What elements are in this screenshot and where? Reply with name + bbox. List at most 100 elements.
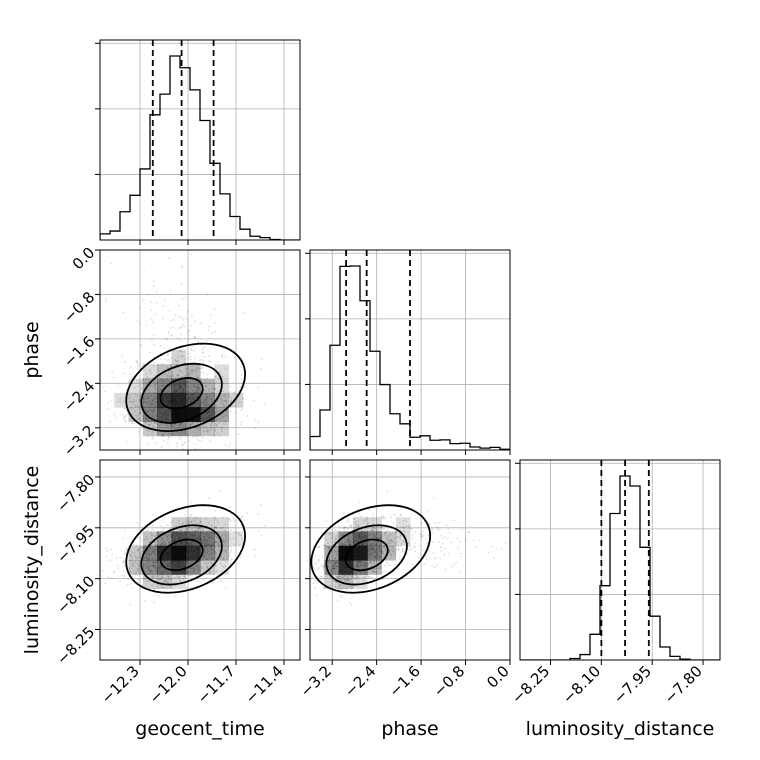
- sample-point: [383, 533, 386, 536]
- x-tick-label: −11.4: [242, 662, 287, 707]
- sample-point: [153, 385, 156, 388]
- sample-point: [319, 578, 322, 581]
- sample-point: [191, 561, 194, 564]
- sample-point: [181, 355, 184, 358]
- sample-point: [152, 436, 155, 439]
- sample-point: [382, 552, 385, 555]
- sample-point: [209, 546, 212, 549]
- sample-point: [148, 423, 151, 426]
- sample-point: [216, 526, 218, 529]
- sample-point: [215, 551, 217, 554]
- sample-point: [336, 566, 339, 569]
- sample-point: [92, 407, 94, 409]
- sample-point: [193, 385, 196, 388]
- sample-point: [189, 324, 192, 327]
- sample-point: [374, 543, 377, 546]
- sample-point: [152, 402, 155, 405]
- sample-point: [349, 535, 352, 538]
- sample-point: [321, 577, 324, 580]
- sample-point: [341, 577, 344, 579]
- sample-point: [348, 542, 351, 545]
- sample-point: [188, 562, 190, 565]
- sample-point: [155, 576, 158, 578]
- sample-point: [161, 435, 164, 438]
- sample-point: [325, 538, 328, 541]
- panel-frame: [99, 39, 301, 241]
- sample-point: [187, 329, 190, 332]
- sample-point: [327, 545, 330, 548]
- sample-point: [148, 405, 151, 408]
- sample-point: [111, 553, 114, 555]
- sample-point: [154, 381, 156, 383]
- sample-point: [145, 396, 148, 399]
- sample-point: [156, 423, 159, 426]
- sample-point: [371, 529, 373, 532]
- sample-point: [216, 411, 219, 414]
- sample-point: [151, 533, 153, 536]
- sample-point: [141, 550, 144, 553]
- sample-point: [333, 552, 336, 554]
- sample-point: [194, 389, 197, 392]
- sample-point: [443, 536, 446, 539]
- sample-point: [191, 369, 194, 372]
- contour-level-1: [125, 342, 246, 433]
- sample-point: [203, 552, 206, 555]
- sample-point: [153, 405, 156, 407]
- sample-point: [143, 407, 146, 410]
- sample-point: [383, 569, 385, 572]
- sample-point: [374, 571, 377, 573]
- sample-point: [171, 357, 174, 359]
- sample-point: [205, 562, 208, 565]
- sample-point: [332, 570, 335, 572]
- sample-point: [357, 512, 360, 515]
- sample-point: [167, 575, 169, 578]
- sample-point: [152, 424, 155, 427]
- sample-point: [145, 324, 148, 327]
- sample-point: [375, 533, 378, 535]
- density-cell: [142, 378, 158, 394]
- sample-point: [136, 522, 139, 524]
- sample-point: [176, 457, 178, 459]
- sample-point: [407, 525, 410, 528]
- sample-point: [176, 445, 179, 448]
- sample-point: [342, 543, 344, 546]
- sample-point: [150, 301, 153, 303]
- sample-point: [148, 555, 151, 558]
- sample-point: [154, 388, 157, 391]
- sample-point: [376, 543, 378, 546]
- sample-point: [197, 567, 200, 570]
- sample-point: [145, 417, 147, 419]
- sample-point: [154, 561, 157, 564]
- sample-point: [146, 411, 149, 414]
- density-cell: [367, 517, 382, 532]
- sample-point: [128, 380, 131, 383]
- sample-point: [331, 571, 334, 574]
- sample-point: [133, 422, 136, 425]
- sample-point: [178, 424, 180, 426]
- sample-point: [397, 548, 400, 551]
- sample-point: [197, 388, 200, 391]
- sample-point: [147, 557, 150, 560]
- sample-point: [210, 525, 213, 528]
- sample-point: [350, 603, 353, 606]
- sample-point: [339, 575, 342, 578]
- sample-point: [400, 526, 403, 528]
- sample-point: [154, 401, 157, 404]
- sample-point: [358, 577, 360, 579]
- sample-point: [169, 289, 172, 292]
- sample-point: [146, 376, 149, 378]
- sample-point: [145, 557, 148, 560]
- density-cell: [200, 531, 215, 547]
- sample-point: [121, 574, 124, 577]
- sample-point: [368, 509, 371, 511]
- sample-point: [209, 554, 212, 557]
- sample-point: [193, 568, 196, 571]
- sample-point: [353, 518, 356, 521]
- sample-point: [212, 384, 215, 387]
- sample-point: [372, 517, 375, 520]
- sample-point: [206, 548, 209, 551]
- sample-point: [203, 547, 205, 549]
- sample-point: [437, 541, 440, 543]
- x-tick-label: −0.8: [430, 662, 468, 700]
- sample-point: [154, 567, 156, 569]
